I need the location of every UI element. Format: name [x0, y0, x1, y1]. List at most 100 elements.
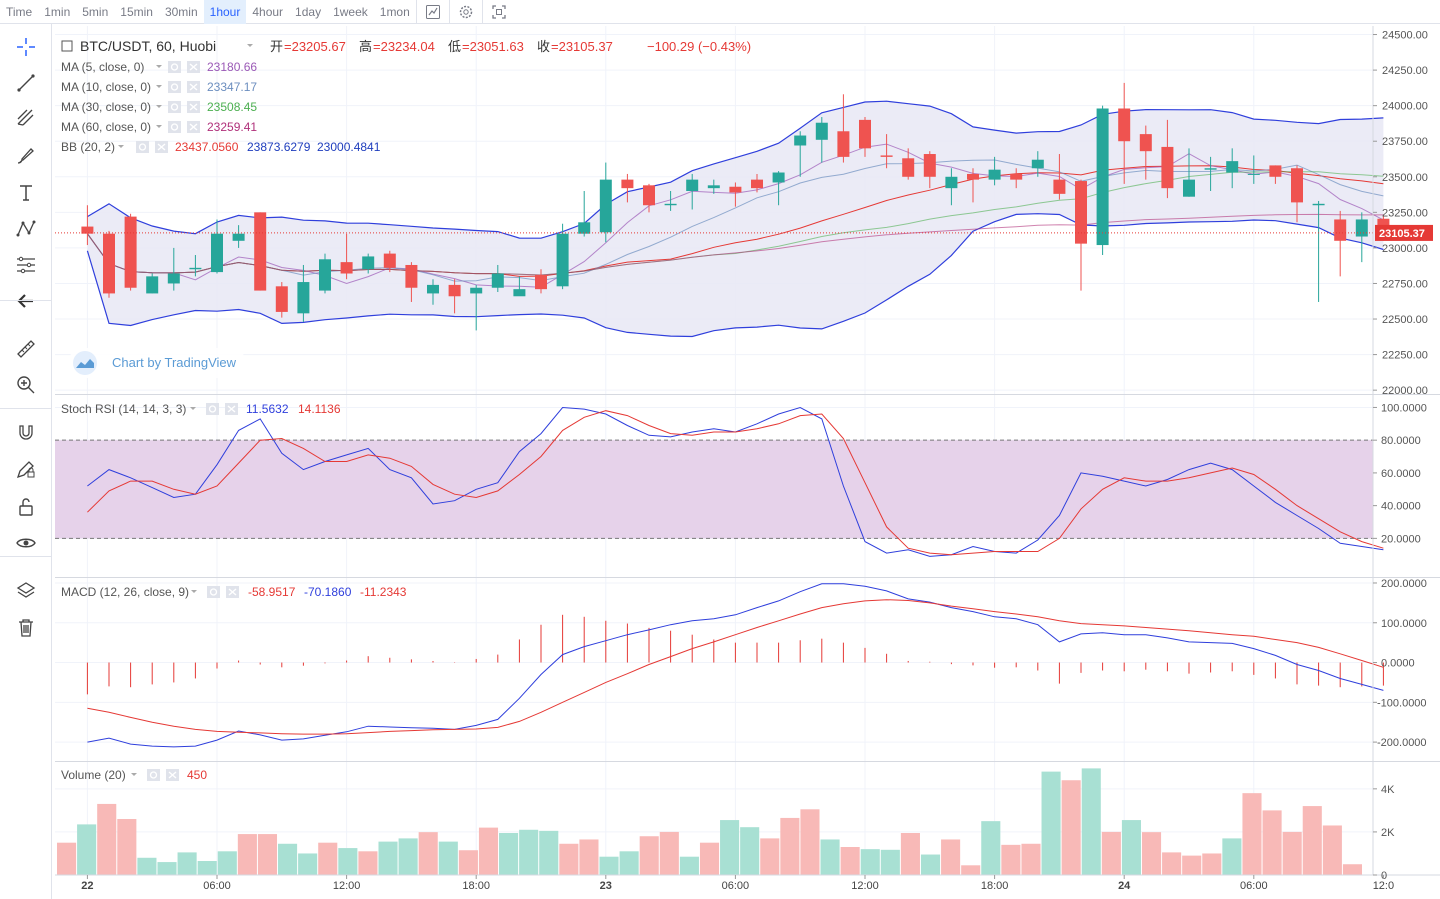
- macd-signal-line: [87, 599, 1384, 735]
- candle-body: [621, 179, 634, 189]
- candle-body: [81, 226, 94, 234]
- back-arrow-icon[interactable]: [9, 288, 43, 314]
- settings-icon: [168, 61, 181, 73]
- eye-icon[interactable]: [9, 530, 43, 556]
- timeframe-1min[interactable]: 1min: [44, 4, 71, 19]
- timeframe-1day[interactable]: 1day: [295, 4, 322, 19]
- ruler-icon[interactable]: [9, 336, 43, 362]
- volume-bar: [1242, 793, 1262, 875]
- candle-body: [146, 276, 159, 294]
- volume-bar: [1342, 864, 1362, 875]
- zoom-icon[interactable]: [9, 372, 43, 398]
- stoch-tick-label: 100.0000: [1381, 402, 1427, 414]
- drawing-toolbar: [0, 24, 52, 899]
- volume-bar: [639, 836, 659, 875]
- volume-value: 450: [187, 768, 207, 782]
- candle-body: [1161, 146, 1174, 189]
- candle-body: [988, 169, 1001, 180]
- volume-bar: [880, 849, 900, 875]
- chevron-down-icon: [156, 125, 162, 128]
- time-tick-label: 06:00: [203, 880, 231, 892]
- settings-icon[interactable]: [448, 0, 482, 24]
- volume-bar: [1021, 843, 1041, 875]
- price-axis: 22000.00 22250.00 22500.00 22750.00 23000.00…: [1373, 30, 1428, 882]
- pitchfork-icon[interactable]: [9, 105, 43, 131]
- stoch-d-line: [87, 410, 1384, 556]
- chevron-down-icon: [156, 65, 162, 68]
- candle-body: [880, 155, 893, 157]
- volume-bar: [257, 834, 278, 875]
- collapse-icon: [61, 40, 73, 52]
- trendline-icon[interactable]: [9, 70, 43, 96]
- timeframe-time[interactable]: Time: [6, 4, 33, 19]
- indicator-value: 23508.45: [207, 100, 257, 114]
- indicator-icon[interactable]: [415, 0, 449, 24]
- time-tick-label: 23: [600, 880, 612, 892]
- chevron-down-icon: [247, 44, 253, 47]
- brush-icon[interactable]: [9, 142, 43, 168]
- timeframe-15min[interactable]: 15min: [120, 4, 153, 19]
- fib-icon[interactable]: [9, 252, 43, 278]
- timeframe-1mon[interactable]: 1mon: [379, 4, 410, 19]
- candle-body: [1139, 134, 1152, 152]
- trash-icon[interactable]: [9, 615, 43, 641]
- timeframe-1week[interactable]: 1week: [333, 4, 368, 19]
- unlock-icon[interactable]: [9, 494, 43, 520]
- settings-icon: [147, 769, 160, 781]
- candle-body: [794, 135, 807, 146]
- fullscreen-icon[interactable]: [481, 0, 515, 24]
- volume-bar: [217, 851, 237, 875]
- lock-draw-icon[interactable]: [9, 456, 43, 482]
- time-tick-label: 12:0: [1373, 880, 1394, 892]
- volume-bar: [318, 842, 338, 875]
- candle-body: [686, 179, 699, 192]
- macd-value: -70.1860: [304, 585, 352, 599]
- candle-body: [643, 185, 655, 206]
- candle-body: [902, 158, 915, 177]
- volume-bar: [278, 843, 298, 875]
- close-icon: [155, 141, 168, 153]
- stoch-tick-label: 20.0000: [1381, 533, 1421, 545]
- volume-bar: [1262, 810, 1282, 875]
- time-tick-label: 06:00: [1240, 880, 1268, 892]
- candle-body: [1118, 108, 1131, 142]
- price-tick-label: 24250.00: [1382, 65, 1428, 77]
- layers-icon[interactable]: [9, 578, 43, 604]
- stoch-tick-label: 40.0000: [1381, 501, 1421, 513]
- bb-value: 23873.6279: [247, 140, 311, 154]
- ohlc-value: =23234.04: [373, 39, 435, 54]
- candle-body: [578, 222, 591, 234]
- volume-bar: [539, 830, 559, 875]
- indicator-label: MA (60, close, 0): [61, 120, 151, 134]
- candle-body: [556, 233, 569, 287]
- volume-bar: [77, 824, 97, 875]
- crosshair-icon[interactable]: [9, 34, 43, 60]
- pattern-icon[interactable]: [9, 216, 43, 242]
- candle-body: [1053, 179, 1066, 194]
- close-icon: [187, 101, 200, 113]
- timeframe-1hour[interactable]: 1hour: [203, 0, 247, 24]
- volume-bar: [780, 817, 800, 875]
- toolbar-separator: [0, 556, 52, 557]
- ohlc-label: 高: [359, 39, 372, 54]
- volume-bar: [418, 832, 438, 875]
- timeframe-5min[interactable]: 5min: [82, 4, 109, 19]
- candle-body: [470, 287, 483, 294]
- close-icon: [187, 81, 200, 93]
- timeframe-4hour[interactable]: 4hour: [252, 4, 284, 19]
- macd-label: MACD (12, 26, close, 9): [61, 585, 189, 599]
- candle-body: [535, 274, 547, 290]
- volume-label: Volume (20): [61, 768, 126, 782]
- ohlc-label: 低: [448, 39, 461, 54]
- text-icon[interactable]: [9, 180, 43, 206]
- chevron-down-icon: [156, 105, 162, 108]
- volume-bar: [679, 856, 699, 875]
- volume-bar: [378, 841, 398, 875]
- volume-bar: [900, 833, 920, 875]
- candle-body: [383, 253, 396, 268]
- timeframe-30min[interactable]: 30min: [164, 4, 198, 19]
- magnet-icon[interactable]: [9, 420, 43, 446]
- candle-body: [967, 173, 979, 180]
- settings-icon: [168, 81, 181, 93]
